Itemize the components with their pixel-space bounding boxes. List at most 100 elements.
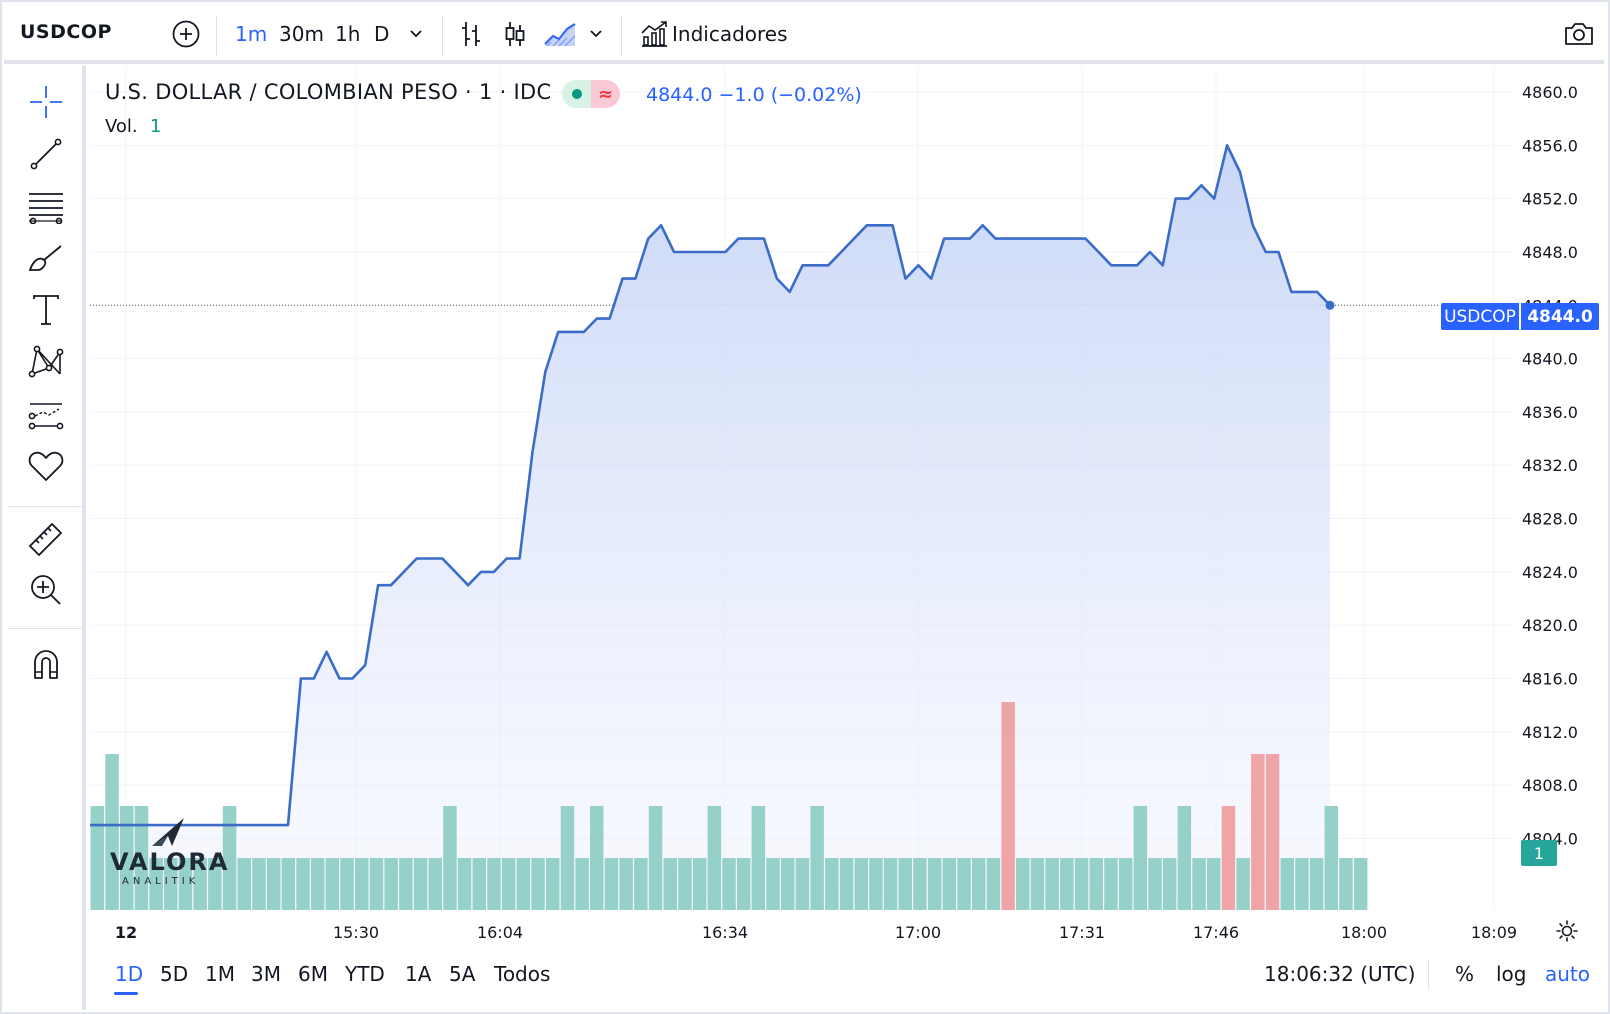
volume-bar [1324, 806, 1338, 910]
volume-bar [296, 858, 310, 910]
volume-bar [134, 806, 149, 910]
volume-bar [1030, 858, 1045, 910]
toolbar-separator [8, 628, 86, 629]
volume-bar [1148, 858, 1162, 910]
active-range-indicator [114, 992, 138, 995]
volume-bar [736, 858, 751, 910]
volume-bar [1016, 858, 1030, 910]
x-tick-label: 18:09 [1471, 923, 1517, 942]
x-tick-label: 17:46 [1193, 923, 1239, 942]
range-1d[interactable]: 1D [115, 962, 144, 986]
legend-volume-label: Vol. [105, 116, 138, 137]
crosshair-icon[interactable] [26, 82, 66, 122]
gear-icon[interactable] [1554, 918, 1580, 944]
volume-bar [1074, 858, 1089, 910]
range-ytd[interactable]: YTD [345, 962, 385, 986]
volume-bar [443, 806, 457, 910]
fib-retracement-icon[interactable] [26, 186, 66, 226]
indicators-button[interactable]: Indicadores [672, 22, 788, 46]
range-1a[interactable]: 1A [405, 962, 432, 986]
candlestick-icon[interactable] [500, 18, 530, 50]
text-icon[interactable] [26, 290, 66, 330]
time-axis[interactable]: 12 15:30 16:04 16:34 17:00 17:31 17:46 18:00 18:… [115, 923, 1517, 942]
market-open-icon [562, 80, 591, 108]
y-tick-label: 4848.0 [1522, 243, 1578, 262]
volume-bar [428, 858, 442, 910]
chevron-down-icon[interactable] [406, 24, 426, 44]
volume-bar [869, 858, 883, 910]
add-symbol-icon[interactable] [170, 18, 202, 50]
pattern-icon[interactable] [26, 342, 66, 382]
x-tick-label: 17:00 [895, 923, 941, 942]
volume-bar [1089, 858, 1103, 910]
volume-bar [1339, 858, 1353, 910]
volume-bar [678, 858, 692, 910]
toolbar-separator [8, 506, 86, 507]
chevron-down-icon[interactable] [586, 24, 606, 44]
range-todos[interactable]: Todos [494, 962, 551, 986]
area-chart-icon[interactable] [542, 18, 578, 50]
volume-bar [1060, 858, 1074, 910]
symbol-search[interactable]: USDCOP [20, 21, 112, 43]
volume-bar [281, 858, 296, 910]
volume-bar [810, 806, 824, 910]
interval-1m[interactable]: 1m [235, 22, 268, 46]
legend-volume-value: 1 [150, 116, 162, 137]
volume-bar [164, 858, 178, 910]
volume-bar [927, 858, 942, 910]
last-price-value-tag: 4844.0 [1521, 303, 1599, 330]
heart-icon[interactable] [26, 446, 66, 486]
range-6m[interactable]: 6M [298, 962, 328, 986]
magnet-icon[interactable] [26, 644, 66, 684]
volume-bar [839, 858, 854, 910]
delayed-data-icon: ≈ [591, 80, 620, 108]
percent-scale-toggle[interactable]: % [1455, 962, 1475, 986]
last-price-dot [1325, 300, 1335, 310]
volume-bar [472, 858, 486, 910]
interval-30m[interactable]: 30m [279, 22, 324, 46]
camera-icon[interactable] [1562, 18, 1596, 50]
volume-bar [707, 806, 722, 910]
log-scale-toggle[interactable]: log [1496, 962, 1527, 986]
ruler-icon[interactable] [26, 518, 66, 558]
auto-scale-toggle[interactable]: auto [1545, 962, 1591, 986]
volume-bar [1162, 858, 1177, 910]
volume-bar [854, 858, 868, 910]
indicators-icon[interactable] [638, 18, 670, 50]
brush-icon[interactable] [26, 238, 66, 278]
range-5d[interactable]: 5D [160, 962, 189, 986]
volume-bar [1045, 858, 1059, 910]
range-3m[interactable]: 3M [251, 962, 281, 986]
volume-bar [825, 858, 839, 910]
range-1m[interactable]: 1M [205, 962, 235, 986]
interval-d[interactable]: D [374, 22, 390, 46]
volume-bar [604, 858, 619, 910]
volume-bar [972, 858, 986, 910]
price-axis[interactable]: 4860.04856.04852.04848.04844.04840.04836… [1522, 83, 1578, 848]
zoom-in-icon[interactable] [26, 570, 66, 610]
volume-bar [663, 858, 677, 910]
volume-bar [648, 806, 663, 910]
volume-bar [193, 858, 207, 910]
volume-bar [531, 858, 545, 910]
volume-bar [898, 858, 912, 910]
trend-line-icon[interactable] [26, 134, 66, 174]
top-toolbar: USDCOP 1m 30m 1h D Indicadores [4, 4, 1604, 64]
interval-1h[interactable]: 1h [335, 22, 361, 46]
bar-chart-icon[interactable] [456, 18, 486, 50]
y-tick-label: 4860.0 [1522, 83, 1578, 102]
clock-timezone[interactable]: 18:06:32 (UTC) [1264, 962, 1416, 986]
x-tick-label: 18:00 [1341, 923, 1387, 942]
volume-bar [90, 806, 105, 910]
volume-bar [1177, 806, 1192, 910]
prediction-icon[interactable] [26, 394, 66, 434]
range-5a[interactable]: 5A [449, 962, 476, 986]
price-line-path [90, 144, 1331, 827]
volume-bar [369, 858, 384, 910]
legend-status-pill[interactable]: ≈ [562, 80, 620, 108]
volume-bar [1001, 702, 1015, 910]
volume-bar [692, 858, 707, 910]
y-tick-label: 4852.0 [1522, 190, 1578, 209]
last-price-symbol-tag: USDCOP [1441, 303, 1519, 330]
